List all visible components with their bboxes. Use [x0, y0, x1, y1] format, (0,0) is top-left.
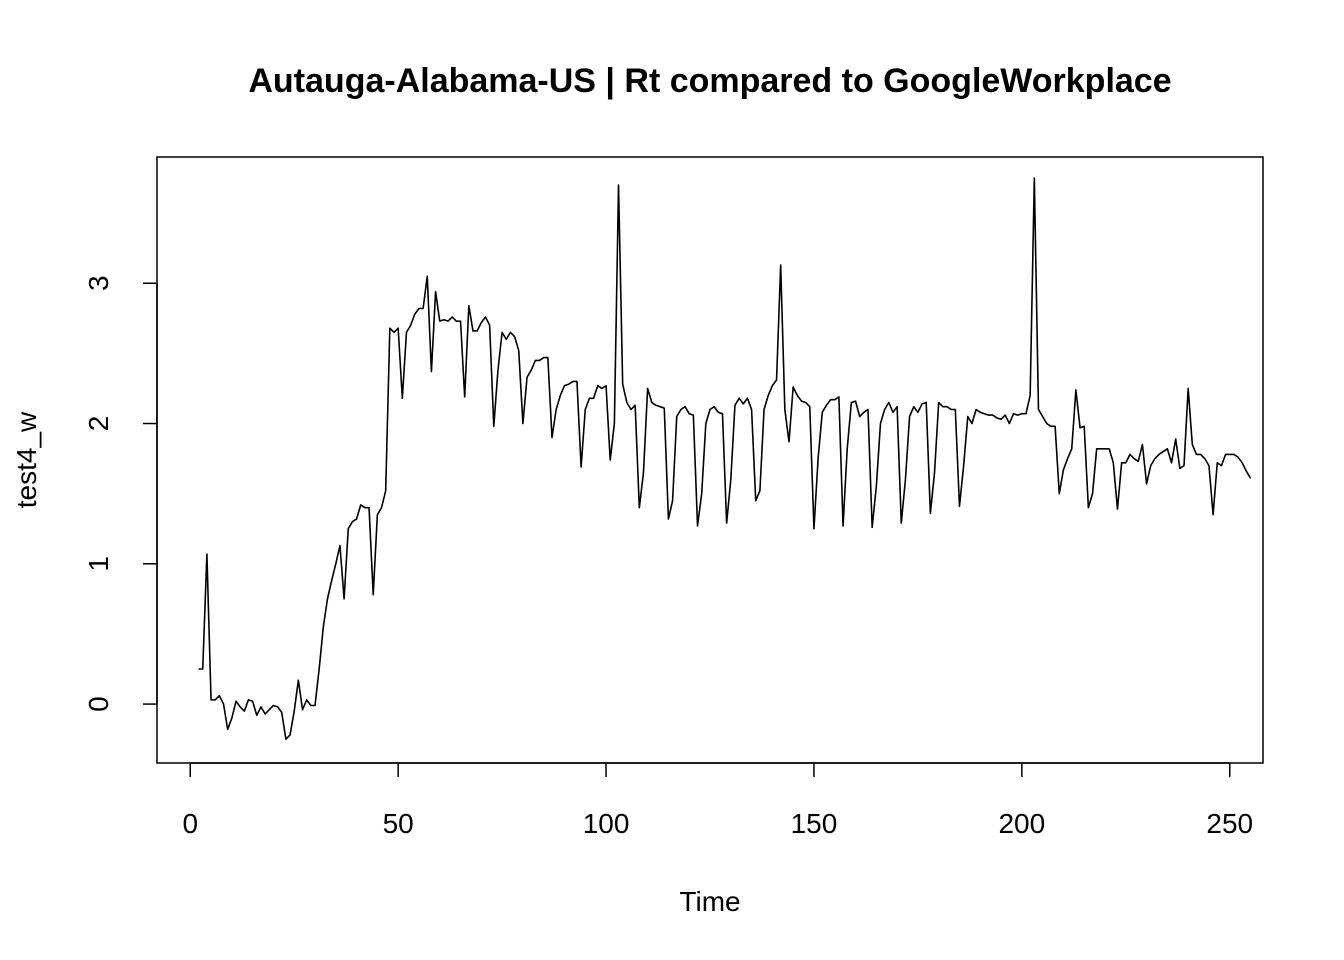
x-tick-label: 250: [1206, 808, 1253, 839]
y-axis: 0 1 2 3: [83, 275, 158, 712]
x-tick-label: 150: [791, 808, 838, 839]
series-line: [198, 177, 1252, 740]
x-tick-label: 0: [182, 808, 198, 839]
y-tick-label: 1: [83, 556, 114, 572]
x-tick-label: 200: [998, 808, 1045, 839]
y-tick-label: 2: [83, 416, 114, 432]
y-axis-label: test4_w: [11, 411, 42, 508]
x-axis: 0 50 100 150 200 250: [182, 762, 1253, 839]
plot-frame: [156, 156, 1264, 764]
y-tick-label: 3: [83, 275, 114, 291]
y-tick-label: 0: [83, 696, 114, 712]
x-axis-label: Time: [679, 886, 740, 917]
x-tick-label: 50: [383, 808, 414, 839]
chart-title: Autauga-Alabama-US | Rt compared to Goog…: [248, 62, 1171, 100]
x-tick-label: 100: [583, 808, 630, 839]
